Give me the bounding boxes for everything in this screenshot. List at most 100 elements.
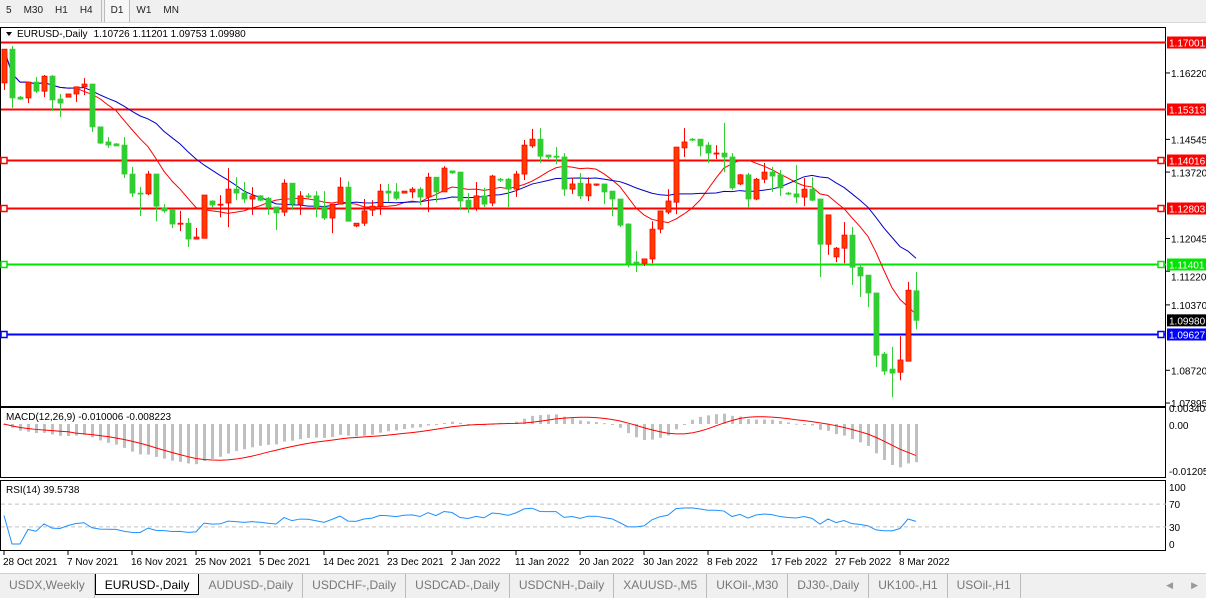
chart-tab[interactable]: UKOil-,M30 bbox=[707, 574, 789, 598]
chart-tab[interactable]: AUDUSD-,Daily bbox=[199, 574, 304, 598]
time-label: 5 Dec 2021 bbox=[259, 557, 311, 568]
line-handle[interactable] bbox=[0, 330, 8, 339]
chart-tab[interactable]: DJ30-,Daily bbox=[788, 574, 870, 598]
price-tick-label: 1.16220 bbox=[1171, 69, 1206, 80]
candle bbox=[433, 176, 440, 203]
candle-body bbox=[537, 138, 544, 157]
candle-body bbox=[361, 210, 368, 224]
macd-histogram-bar bbox=[43, 424, 46, 433]
candle-body bbox=[121, 144, 128, 175]
chart-area[interactable]: 1.16220 1.14545 1.13720 1.12045 1.11220 1.103… bbox=[0, 22, 1206, 572]
line-handle[interactable] bbox=[1157, 330, 1165, 339]
line-handle[interactable] bbox=[0, 204, 8, 213]
candle bbox=[129, 166, 136, 198]
line-handle[interactable] bbox=[1157, 260, 1165, 269]
candle bbox=[697, 138, 704, 157]
macd-histogram-bar bbox=[907, 424, 910, 464]
candle-body bbox=[57, 98, 64, 104]
macd-histogram-bar bbox=[155, 424, 158, 457]
chart-tab[interactable]: EURUSD-,Daily bbox=[94, 574, 200, 595]
macd-histogram-bar bbox=[587, 421, 590, 424]
timeframe-button-h1[interactable]: H1 bbox=[55, 5, 68, 16]
candle-body bbox=[649, 228, 656, 260]
timeframe-button-w1[interactable]: W1 bbox=[136, 5, 152, 16]
candle bbox=[793, 164, 800, 203]
macd-histogram-bar bbox=[635, 424, 638, 438]
chart-tab[interactable]: USDX,Weekly bbox=[0, 574, 95, 598]
scroll-right-icon[interactable]: ▶ bbox=[1191, 580, 1198, 590]
candle bbox=[337, 177, 344, 205]
candle bbox=[689, 137, 696, 142]
timeframe-button-mn[interactable]: MN bbox=[163, 5, 179, 16]
chart-tab[interactable]: UK100-,H1 bbox=[869, 574, 948, 598]
candle bbox=[177, 210, 184, 232]
candle bbox=[529, 128, 536, 148]
macd-histogram-bar bbox=[859, 424, 862, 443]
chart-tab[interactable]: USDCAD-,Daily bbox=[406, 574, 510, 598]
line-handle[interactable] bbox=[0, 260, 8, 269]
candle-body bbox=[689, 138, 696, 141]
candle bbox=[809, 177, 816, 202]
dropdown-triangle-icon[interactable] bbox=[6, 32, 12, 36]
macd-histogram-bar bbox=[451, 421, 454, 424]
candle-body bbox=[905, 289, 912, 362]
scroll-left-icon[interactable]: ◀ bbox=[1166, 580, 1174, 590]
candle-body bbox=[321, 206, 328, 219]
macd-histogram-bar bbox=[163, 424, 166, 459]
timeframe-button-h4[interactable]: H4 bbox=[79, 5, 93, 16]
timeframe-button-d1[interactable]: D1 bbox=[103, 0, 131, 22]
chart-tabs-bar: USDX,Weekly EURUSD-,Daily AUDUSD-,Daily USD… bbox=[0, 573, 1206, 598]
candle-body bbox=[529, 138, 536, 147]
line-handle[interactable] bbox=[0, 156, 8, 165]
timeframe-button-m30[interactable]: M30 bbox=[23, 5, 44, 16]
candle bbox=[705, 141, 712, 163]
candle-body bbox=[561, 156, 568, 190]
time-label: 27 Feb 2022 bbox=[835, 557, 892, 568]
price-tick-label: 1.14545 bbox=[1171, 135, 1206, 146]
candle bbox=[377, 183, 384, 215]
candle bbox=[249, 187, 256, 215]
toolbar-separator bbox=[100, 0, 102, 22]
macd-histogram-bar bbox=[83, 424, 86, 435]
rsi-pane bbox=[0, 480, 1166, 551]
candle-body bbox=[737, 174, 744, 185]
timeframe-button-5[interactable]: 5 bbox=[6, 5, 12, 16]
macd-histogram-bar bbox=[115, 424, 118, 445]
macd-histogram-bar bbox=[771, 419, 774, 424]
candle-body bbox=[25, 81, 32, 99]
macd-histogram-bar bbox=[715, 414, 718, 424]
macd-histogram-bar bbox=[211, 424, 214, 459]
candle-body bbox=[785, 192, 792, 195]
candle bbox=[593, 183, 600, 186]
candle bbox=[361, 199, 368, 226]
line-handle[interactable] bbox=[1157, 204, 1165, 213]
candle bbox=[833, 247, 840, 263]
chart-tab[interactable]: USDCNH-,Daily bbox=[510, 574, 615, 598]
chart-tab[interactable]: XAUUSD-,M5 bbox=[614, 574, 708, 598]
candle bbox=[681, 128, 688, 158]
candle bbox=[617, 198, 624, 228]
candle-body bbox=[337, 186, 344, 205]
candle-body bbox=[385, 190, 392, 194]
candle bbox=[33, 76, 40, 94]
time-label: 8 Mar 2022 bbox=[899, 557, 950, 568]
macd-histogram-bar bbox=[459, 422, 462, 424]
candle-body bbox=[713, 152, 720, 155]
candle bbox=[257, 195, 264, 202]
candle-body bbox=[761, 171, 768, 180]
time-label: 28 Oct 2021 bbox=[3, 557, 58, 568]
candle bbox=[497, 178, 504, 182]
macd-histogram-bar bbox=[147, 424, 150, 455]
candle-body bbox=[105, 141, 112, 146]
time-label: 8 Feb 2022 bbox=[707, 557, 758, 568]
candle bbox=[897, 336, 904, 381]
chart-tab[interactable]: USDCHF-,Daily bbox=[303, 574, 407, 598]
macd-histogram-bar bbox=[643, 424, 646, 440]
time-label: 7 Nov 2021 bbox=[67, 557, 119, 568]
line-handle[interactable] bbox=[1157, 156, 1165, 165]
macd-histogram-bar bbox=[787, 422, 790, 424]
macd-histogram-bar bbox=[875, 424, 878, 454]
chart-tab[interactable]: USOil-,H1 bbox=[948, 574, 1021, 598]
macd-histogram-bar bbox=[339, 424, 342, 435]
macd-histogram-bar bbox=[547, 414, 550, 424]
